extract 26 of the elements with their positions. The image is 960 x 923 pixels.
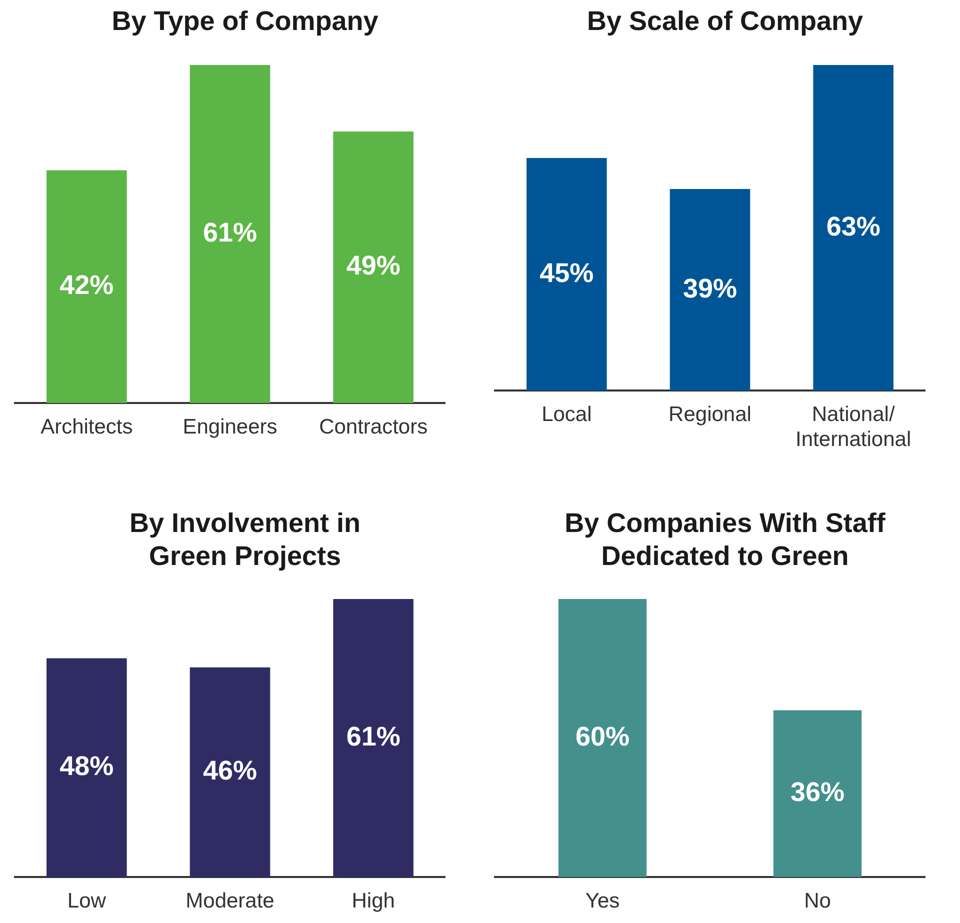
x-tick-label: National/International <box>796 402 912 452</box>
x-tick-label: Moderate <box>186 889 274 912</box>
chart-title: By Involvement in Green Projects <box>128 507 362 573</box>
x-tick-label: Regional <box>668 402 752 426</box>
data-label: 45% <box>540 258 594 288</box>
x-tick-label: Engineers <box>182 415 278 438</box>
data-label: 36% <box>790 777 845 808</box>
x-tick-label: Low <box>67 889 107 912</box>
data-label: 49% <box>346 250 400 281</box>
data-label: 63% <box>826 211 880 242</box>
data-label: 61% <box>202 217 258 248</box>
x-tick-label: Architects <box>40 415 133 438</box>
x-tick-label: Yes <box>585 889 620 912</box>
x-tick-label: Contractors <box>319 415 428 438</box>
chart-title: By Type of Company <box>110 5 380 38</box>
x-tick-label: Local <box>542 402 592 426</box>
chart-title: By Scale of Company <box>586 5 864 38</box>
chart-title: By Companies With Staff Dedicated to Green <box>564 507 886 573</box>
x-tick-label: No <box>804 889 831 912</box>
x-tick-label: High <box>352 889 395 912</box>
data-label: 39% <box>682 273 738 304</box>
data-label: 42% <box>60 270 114 300</box>
data-label: 60% <box>575 721 630 752</box>
data-label: 48% <box>60 751 114 782</box>
data-label: 46% <box>202 756 258 786</box>
data-label: 61% <box>346 721 400 752</box>
